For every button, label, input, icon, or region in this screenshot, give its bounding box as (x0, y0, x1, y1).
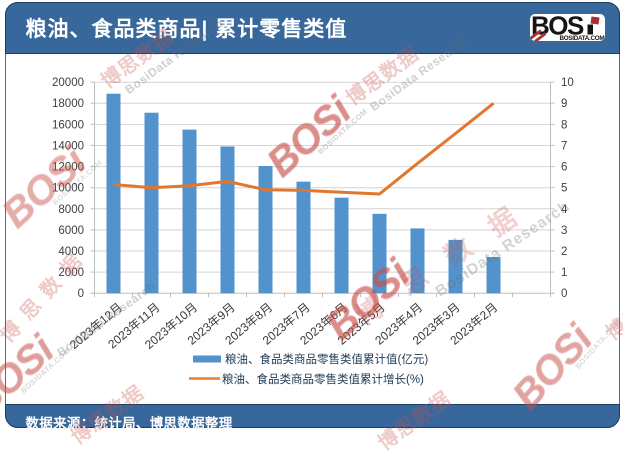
svg-text:12000: 12000 (52, 162, 84, 174)
svg-text:粮油、食品类商品零售类值累计值(亿元): 粮油、食品类商品零售类值累计值(亿元) (225, 352, 428, 366)
svg-text:7: 7 (561, 140, 567, 152)
svg-text:4000: 4000 (58, 246, 84, 258)
svg-text:6000: 6000 (58, 225, 84, 237)
svg-text:3: 3 (561, 225, 567, 237)
svg-text:2: 2 (561, 246, 567, 258)
svg-text:14000: 14000 (52, 140, 84, 152)
svg-text:20000: 20000 (52, 77, 84, 89)
svg-text:0: 0 (78, 288, 84, 300)
svg-text:5: 5 (561, 183, 567, 195)
svg-text:2000: 2000 (58, 267, 84, 279)
svg-text:9: 9 (561, 98, 567, 110)
svg-text:8000: 8000 (58, 204, 84, 216)
svg-text:0: 0 (561, 288, 567, 300)
svg-text:18000: 18000 (52, 98, 84, 110)
svg-text:BOSIDATA.COM: BOSIDATA.COM (560, 35, 605, 41)
svg-text:粮油、食品类商品零售类值累计增长(%): 粮油、食品类商品零售类值累计增长(%) (222, 372, 424, 386)
svg-text:10000: 10000 (52, 183, 84, 195)
svg-text:16000: 16000 (52, 119, 84, 131)
svg-text:10: 10 (561, 77, 574, 89)
svg-text:8: 8 (561, 119, 567, 131)
svg-text:1: 1 (561, 267, 567, 279)
svg-text:6: 6 (561, 162, 567, 174)
svg-text:4: 4 (561, 204, 568, 216)
